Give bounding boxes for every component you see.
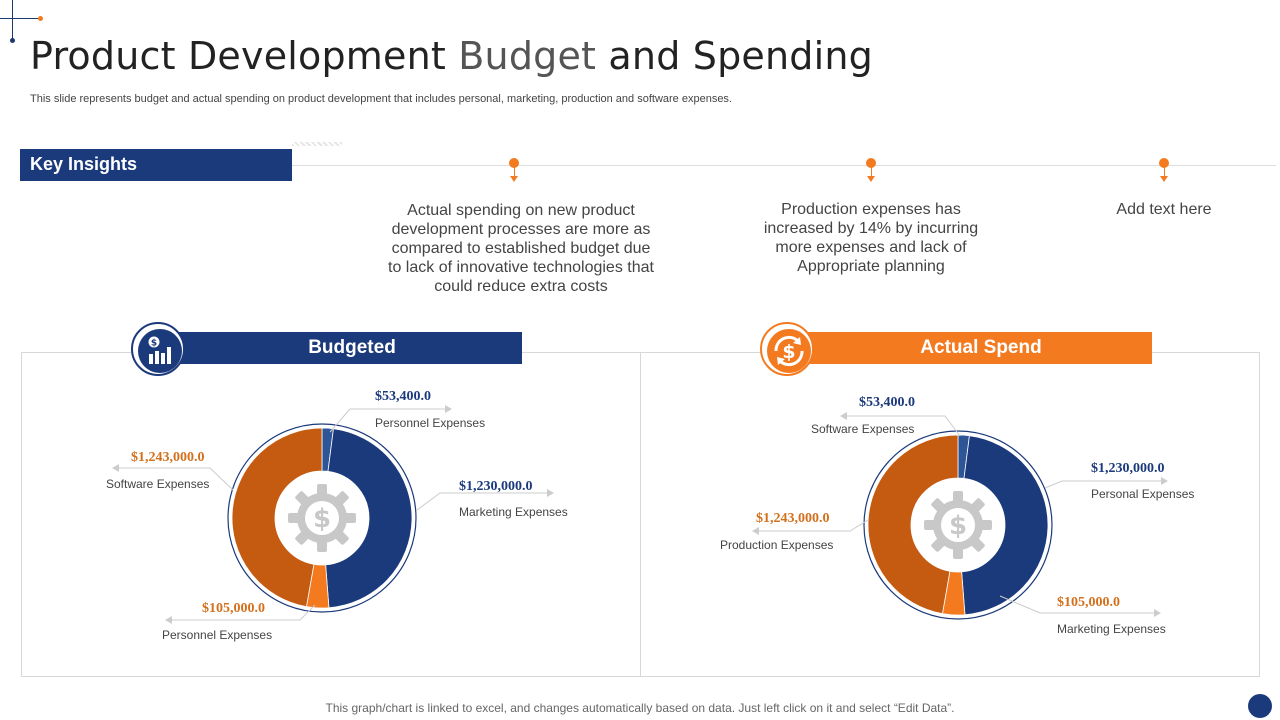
data-label-category: Software Expenses: [811, 422, 915, 436]
insight-text-3: Add text here: [1116, 201, 1212, 218]
page-indicator-dot: [1248, 694, 1272, 718]
data-label-category: Marketing Expenses: [1057, 622, 1166, 636]
data-label-category: Production Expenses: [720, 538, 834, 552]
timeline-marker: [507, 158, 521, 184]
corner-decoration-vertical: [12, 0, 13, 40]
corner-decoration-dot-orange: [38, 16, 43, 21]
footer-text: This graph/chart is linked to excel, and…: [325, 701, 955, 715]
dollar-chart-icon: $: [148, 336, 171, 364]
data-label-category: Personal Expenses: [1091, 487, 1195, 501]
data-label-category: Personnel Expenses: [162, 628, 273, 642]
actual-spend-header: Actual Spend: [800, 332, 1152, 364]
actual-spend-panel: [640, 352, 1260, 677]
corner-decoration-dot: [10, 38, 15, 43]
key-insights-header: Key Insights: [20, 149, 292, 181]
timeline-marker: [1157, 158, 1171, 184]
data-label-category: Marketing Expenses: [459, 505, 568, 519]
page-title: Product Development Budget and Spending: [30, 34, 873, 78]
insight-text-1: Actual spending on new product developme…: [388, 202, 654, 295]
data-label-value: $1,243,000.0: [756, 511, 830, 526]
data-label-value: $1,230,000.0: [459, 479, 533, 494]
title-part-2: Budget: [458, 34, 597, 78]
svg-text:$: $: [151, 339, 157, 349]
data-label-value: $1,230,000.0: [1091, 461, 1165, 476]
title-part-1: Product Development: [30, 34, 459, 78]
data-label-value: $105,000.0: [1057, 595, 1120, 610]
dollar-cycle-icon: $: [774, 335, 804, 367]
title-part-3: and Spending: [596, 34, 873, 78]
actual-badge: $: [760, 322, 814, 376]
insight-text-2: Production expenses has increased by 14%…: [763, 201, 979, 275]
footer-note: This graph/chart is linked to excel, and…: [0, 701, 1280, 715]
data-label-value: $105,000.0: [202, 601, 265, 616]
svg-text:$: $: [782, 341, 795, 363]
page-subtitle: This slide represents budget and actual …: [30, 93, 732, 105]
hatch-decoration: [292, 142, 342, 146]
timeline-marker: [864, 158, 878, 184]
data-label-value: $53,400.0: [375, 389, 431, 404]
data-label-value: $53,400.0: [859, 395, 915, 410]
insights-timeline: [292, 165, 1276, 166]
data-label-value: $1,243,000.0: [131, 450, 205, 465]
data-label-category: Software Expenses: [106, 477, 210, 491]
corner-decoration-horizontal: [0, 18, 40, 19]
data-label-category: Personnel Expenses: [375, 416, 486, 430]
budget-badge: $: [131, 322, 185, 376]
budgeted-header: Budgeted: [170, 332, 522, 364]
